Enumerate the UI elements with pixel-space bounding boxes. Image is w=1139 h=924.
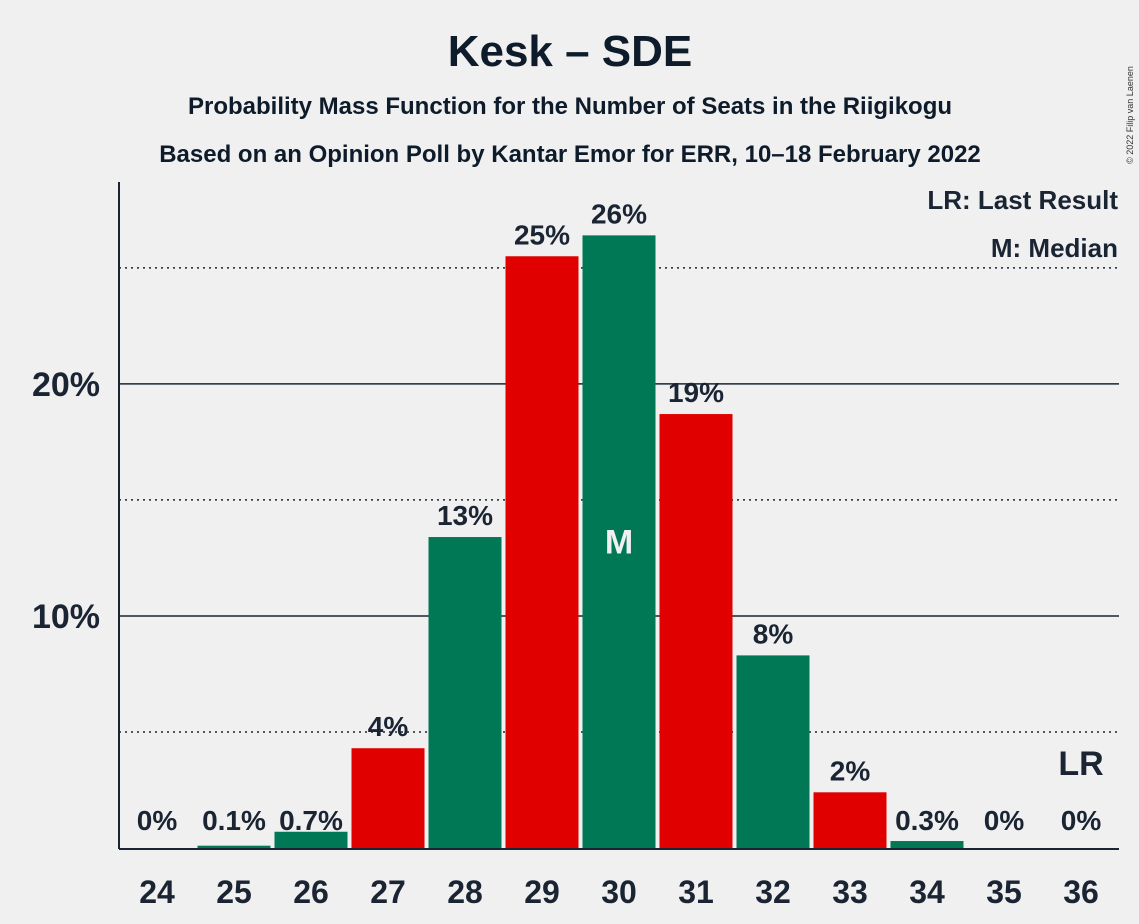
data-label-31: 19% bbox=[668, 377, 724, 408]
data-label-35: 0% bbox=[984, 805, 1025, 836]
data-label-26: 0.7% bbox=[279, 805, 343, 836]
bar-31 bbox=[659, 414, 733, 848]
bar-30 bbox=[582, 235, 656, 849]
data-label-30: 26% bbox=[591, 198, 647, 229]
x-tick-24: 24 bbox=[139, 874, 175, 910]
bar-28 bbox=[428, 537, 502, 848]
bars bbox=[197, 235, 964, 849]
data-label-28: 13% bbox=[437, 500, 493, 531]
legend-median: M: Median bbox=[991, 233, 1118, 263]
bar-34 bbox=[890, 841, 964, 848]
copyright-notice: © 2022 Filip van Laenen bbox=[1125, 66, 1135, 164]
x-tick-30: 30 bbox=[601, 874, 637, 910]
x-tick-26: 26 bbox=[293, 874, 329, 910]
data-label-33: 2% bbox=[830, 755, 871, 786]
bar-25 bbox=[197, 845, 271, 848]
x-tick-25: 25 bbox=[216, 874, 252, 910]
data-label-32: 8% bbox=[753, 618, 794, 649]
last-result-marker: LR bbox=[1058, 745, 1103, 783]
legend-last-result: LR: Last Result bbox=[927, 185, 1118, 215]
data-label-36: 0% bbox=[1061, 805, 1102, 836]
bar-29 bbox=[505, 256, 579, 849]
data-label-29: 25% bbox=[514, 219, 570, 250]
data-label-34: 0.3% bbox=[895, 805, 959, 836]
x-tick-35: 35 bbox=[986, 874, 1022, 910]
chart-subtitle-2: Based on an Opinion Poll by Kantar Emor … bbox=[159, 141, 981, 168]
data-labels: 0% 0.1% 0.7% 4% 13% 25% 26% 19% 8% 2% 0.3% 0% 0% M LR bbox=[137, 198, 1104, 836]
bar-26 bbox=[274, 831, 348, 848]
x-tick-36: 36 bbox=[1063, 874, 1099, 910]
data-label-27: 4% bbox=[368, 711, 409, 742]
data-label-24: 0% bbox=[137, 805, 178, 836]
bar-32 bbox=[736, 655, 810, 848]
bar-33 bbox=[813, 792, 887, 848]
x-tick-28: 28 bbox=[447, 874, 483, 910]
x-tick-29: 29 bbox=[524, 874, 560, 910]
x-tick-31: 31 bbox=[678, 874, 714, 910]
x-tick-32: 32 bbox=[755, 874, 791, 910]
axis-ticks: 24 25 26 27 28 29 30 31 32 33 34 35 36 10% 20% bbox=[32, 366, 1099, 910]
y-tick-20: 20% bbox=[32, 366, 100, 404]
y-tick-10: 10% bbox=[32, 598, 100, 636]
chart-subtitle-1: Probability Mass Function for the Number… bbox=[188, 93, 952, 120]
data-label-25: 0.1% bbox=[202, 805, 266, 836]
chart-title: Kesk – SDE bbox=[448, 27, 693, 76]
x-tick-33: 33 bbox=[832, 874, 868, 910]
median-marker: M bbox=[605, 524, 633, 562]
x-tick-27: 27 bbox=[370, 874, 406, 910]
x-tick-34: 34 bbox=[909, 874, 945, 910]
bar-27 bbox=[351, 748, 425, 848]
